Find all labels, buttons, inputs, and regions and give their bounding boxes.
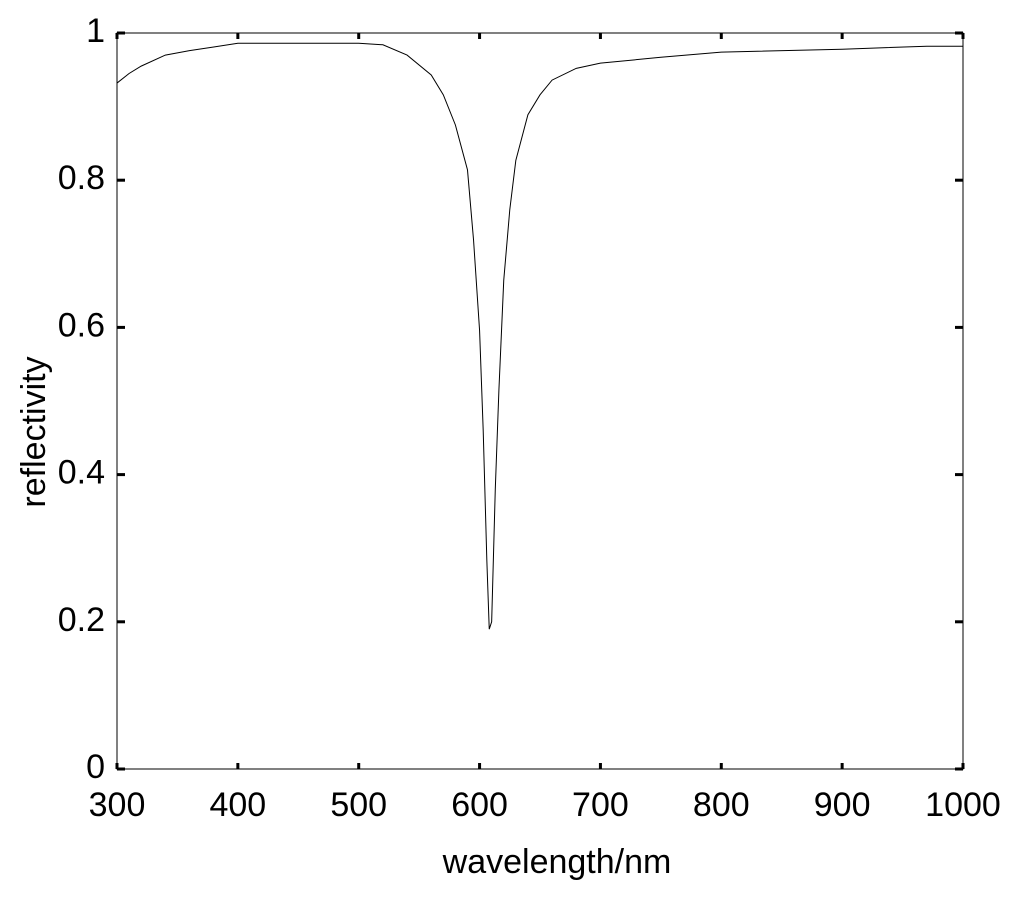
plot-frame [116, 32, 964, 770]
x-tick-label: 700 [572, 786, 629, 824]
y-tick-label: 0.2 [58, 601, 105, 639]
x-tick-label: 600 [451, 786, 508, 824]
y-tick-label: 0.8 [58, 159, 105, 197]
x-tick-label: 400 [209, 786, 266, 824]
y-axis-label: reflectivity [15, 356, 53, 507]
x-tick-label: 800 [693, 786, 750, 824]
y-tick-label: 0.4 [58, 454, 105, 492]
y-tick-label: 1 [86, 12, 105, 50]
y-tick-label: 0 [86, 748, 105, 786]
data-line [116, 42, 963, 630]
x-axis-label: wavelength/nm [442, 843, 672, 881]
x-tick-label: 500 [330, 786, 387, 824]
x-tick-label: 900 [814, 786, 871, 824]
x-tick-label: 300 [89, 786, 146, 824]
x-tick-label: 1000 [925, 786, 1001, 824]
y-tick-label: 0.6 [58, 306, 105, 344]
